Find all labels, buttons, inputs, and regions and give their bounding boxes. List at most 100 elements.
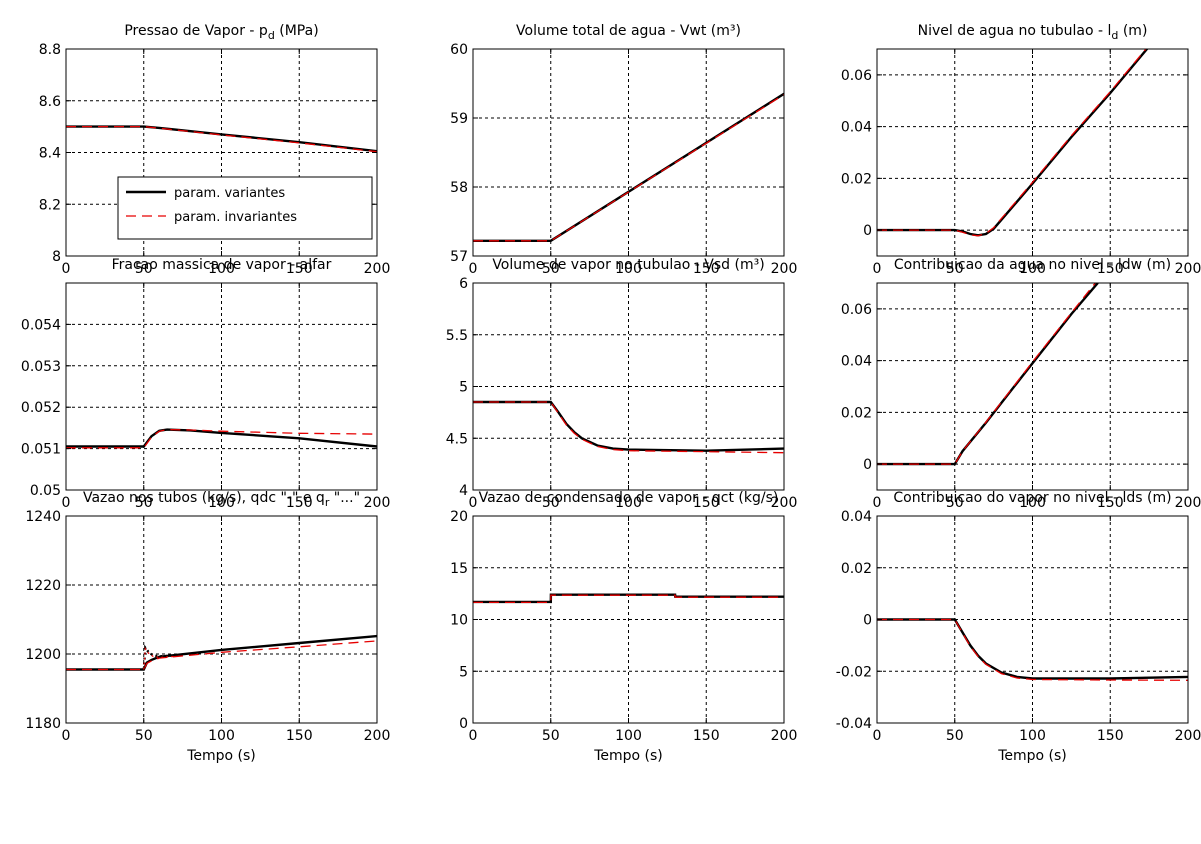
chart-panel-4: 0 50 100 150 200 0.05 0.051 0.052 0.053 0.054 Frac…	[21, 257, 390, 511]
x-tick-label: 100	[615, 495, 642, 511]
series-line-2	[66, 640, 377, 671]
x-tick-label: 100	[1019, 261, 1046, 277]
y-tick-label: 5	[459, 664, 468, 680]
x-tick-label: 200	[771, 495, 798, 511]
series-line-2	[473, 594, 784, 604]
y-tick-label: 0	[863, 613, 872, 629]
y-tick-label: -0.04	[836, 716, 872, 732]
series-line-2	[877, 283, 1097, 465]
x-tick-label: 50	[542, 261, 560, 277]
x-tick-label: 50	[135, 728, 153, 744]
x-tick-label: 150	[693, 728, 720, 744]
y-tick-label: 0.02	[841, 561, 872, 577]
x-tick-label: 200	[771, 261, 798, 277]
series-line-2	[877, 618, 1188, 681]
x-tick-label: 50	[135, 495, 153, 511]
x-tick-label: 200	[364, 728, 391, 744]
x-axis-label: Tempo (s)	[186, 748, 256, 764]
x-tick-label: 150	[693, 495, 720, 511]
x-tick-label: 100	[1019, 495, 1046, 511]
x-tick-label: 150	[1097, 728, 1124, 744]
y-tick-label: 15	[450, 561, 468, 577]
y-tick-label: 60	[450, 42, 468, 58]
x-tick-label: 0	[469, 261, 478, 277]
series-line-2	[66, 428, 377, 449]
y-tick-label: 0.05	[30, 483, 61, 499]
series-line-1	[66, 428, 377, 448]
y-tick-label: 0	[863, 457, 872, 473]
series-line-2	[473, 401, 784, 454]
x-tick-label: 100	[208, 261, 235, 277]
x-tick-label: 100	[1019, 728, 1046, 744]
y-tick-label: 0.051	[21, 442, 61, 458]
chart-panel-8: 0 50 100 150 200 0 5 10 15 20 Vazao de condensado …	[450, 490, 797, 764]
x-tick-label: 200	[1175, 261, 1201, 277]
chart-title: Volume total de agua - Vwt (m³)	[516, 23, 741, 39]
chart-title: Nivel de agua no tubulao - ld (m)	[918, 23, 1148, 42]
series-line-2	[66, 125, 377, 153]
x-tick-label: 200	[1175, 495, 1201, 511]
x-tick-label: 50	[542, 495, 560, 511]
x-tick-label: 0	[873, 495, 882, 511]
x-tick-label: 50	[542, 728, 560, 744]
chart-panel-1: 0 50 100 150 200 8 8.2 8.4 8.6 8.8 Pressao de Vapo…	[39, 23, 391, 277]
chart-panel-9: 0 50 100 150 200 -0.04 -0.02 0 0.02 0.04 Contribui…	[836, 490, 1201, 764]
legend: param. variantes param. invariantes	[117, 176, 373, 240]
x-tick-label: 0	[469, 728, 478, 744]
x-tick-label: 0	[469, 495, 478, 511]
y-tick-label: 0.04	[841, 509, 872, 525]
y-tick-label: 0	[863, 223, 872, 239]
x-tick-label: 0	[873, 261, 882, 277]
x-axis-label: Tempo (s)	[997, 748, 1067, 764]
y-tick-label: 20	[450, 509, 468, 525]
y-tick-label: 0.04	[841, 354, 872, 370]
series-line-1	[877, 49, 1149, 237]
x-tick-label: 0	[873, 728, 882, 744]
y-tick-label: 0.053	[21, 359, 61, 375]
y-tick-label: 0.06	[841, 68, 872, 84]
chart-title: Pressao de Vapor - pd (MPa)	[124, 23, 318, 42]
y-tick-label: 5.5	[446, 328, 468, 344]
y-tick-label: 5	[459, 380, 468, 396]
y-tick-label: 0.04	[841, 120, 872, 136]
x-tick-label: 100	[208, 495, 235, 511]
chart-title: Volume de vapor no tubulao - Vsd (m³)	[492, 257, 764, 273]
y-tick-label: 57	[450, 249, 468, 265]
x-tick-label: 200	[364, 261, 391, 277]
chart-panel-7: 0 50 100 150 200 1180 1200 1220 1240 Vazao nos tu…	[25, 490, 390, 764]
x-tick-label: 50	[946, 261, 964, 277]
y-tick-label: 1200	[25, 647, 61, 663]
chart-panel-6: 0 50 100 150 200 0 0.02 0.04 0.06 Contribuicao da…	[841, 257, 1201, 511]
series-line-2	[473, 93, 784, 242]
series-line-2	[877, 49, 1147, 237]
chart-title: Vazao nos tubos (kg/s), qdc "-" e qr "..…	[83, 490, 360, 509]
legend-label-1: param. variantes	[174, 186, 285, 201]
x-tick-label: 150	[286, 261, 313, 277]
x-tick-label: 50	[946, 495, 964, 511]
x-tick-label: 150	[286, 728, 313, 744]
chart-title: Contribuicao do vapor no nivel - lds (m)	[893, 490, 1171, 506]
series-line-3	[142, 644, 175, 670]
y-tick-label: 0.02	[841, 171, 872, 187]
legend-box	[117, 176, 373, 240]
x-tick-label: 100	[615, 728, 642, 744]
y-tick-label: 4.5	[446, 431, 468, 447]
chart-title: Vazao de condensado de vapor - qct (kg/s…	[479, 490, 779, 506]
x-tick-label: 200	[364, 495, 391, 511]
chart-panel-3: 0 50 100 150 200 0 0.02 0.04 0.06 Nivel de agua n…	[841, 23, 1201, 277]
y-tick-label: 4	[459, 483, 468, 499]
x-tick-label: 0	[62, 261, 71, 277]
y-tick-label: 0.054	[21, 317, 61, 333]
y-tick-label: 8.4	[39, 146, 61, 162]
y-tick-label: 0	[459, 716, 468, 732]
x-tick-label: 150	[1097, 261, 1124, 277]
x-tick-label: 100	[615, 261, 642, 277]
y-tick-label: 6	[459, 276, 468, 292]
y-tick-label: 59	[450, 111, 468, 127]
chart-title: Contribuicao da agua no nivel - ldw (m)	[894, 257, 1171, 273]
chart-title: Fracao massica de vapor - alfar	[112, 257, 332, 273]
legend-label-2: param. invariantes	[174, 210, 297, 225]
x-tick-label: 150	[1097, 495, 1124, 511]
x-tick-label: 100	[208, 728, 235, 744]
